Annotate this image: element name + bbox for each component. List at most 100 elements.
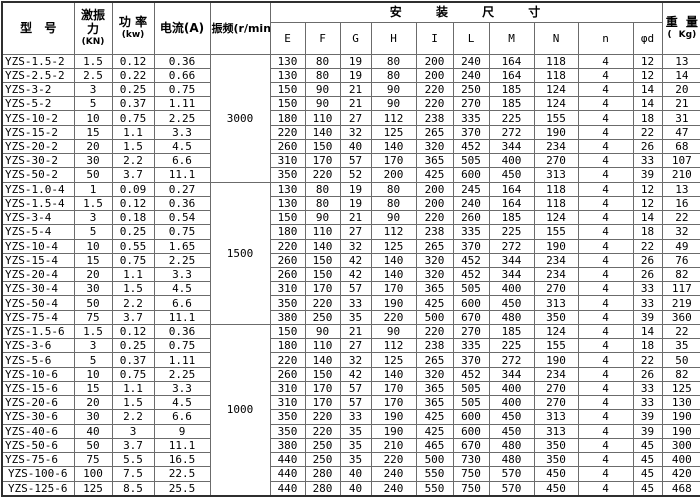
force-cell: 10 [73, 366, 113, 382]
dim-G-cell: 19 [339, 67, 372, 83]
header-dim-L: L [452, 21, 490, 55]
dim-L-cell: 750 [452, 480, 490, 497]
dim-n-cell: 4 [577, 423, 634, 439]
dim-M-cell: 225 [488, 338, 535, 354]
dim-N-cell: 124 [533, 96, 579, 112]
dim-φd-cell: 39 [632, 409, 663, 425]
dim-N-cell: 234 [533, 252, 579, 269]
dim-n-cell: 4 [577, 452, 634, 468]
dim-N-cell: 270 [533, 153, 579, 169]
dimension-subheader: E F G H I L M N n φd [2, 21, 700, 55]
header-exciting-force-line2: 力 [86, 22, 99, 37]
dim-φd-cell: 45 [632, 437, 663, 454]
weight-cell: 107 [661, 153, 700, 169]
force-cell: 3 [73, 338, 113, 354]
dim-E-cell: 440 [269, 452, 306, 468]
dim-F-cell: 220 [304, 423, 341, 439]
dim-N-cell: 313 [533, 423, 579, 439]
current-cell: 9 [153, 423, 211, 439]
dim-n-cell: 4 [577, 267, 634, 283]
current-cell: 1.11 [153, 96, 211, 112]
dim-φd-cell: 45 [632, 466, 663, 482]
weight-cell: 13 [661, 53, 700, 69]
table-row: YZS-15-2 15 1.1 3.3 220 140 32 125 265 370 272 190 4… [1, 124, 700, 140]
dim-L-cell: 245 [452, 181, 490, 197]
model-cell: YZS-20-4 [1, 267, 75, 283]
dim-E-cell: 130 [269, 53, 306, 69]
dim-n-cell: 4 [577, 480, 634, 497]
dim-F-cell: 280 [304, 480, 341, 497]
dim-L-cell: 600 [452, 409, 490, 425]
dim-N-cell: 450 [533, 466, 579, 482]
dim-H-cell: 200 [370, 167, 417, 183]
dim-H-cell: 170 [370, 153, 417, 169]
dim-L-cell: 270 [452, 96, 490, 112]
dim-G-cell: 35 [339, 452, 372, 468]
dim-L-cell: 240 [452, 195, 490, 212]
dim-G-cell: 57 [339, 395, 372, 411]
model-cell: YZS-5-6 [1, 352, 75, 368]
dim-M-cell: 480 [488, 309, 535, 325]
dim-I-cell: 220 [415, 96, 454, 112]
current-cell: 0.36 [153, 195, 211, 212]
dim-H-cell: 90 [370, 81, 417, 98]
current-cell: 0.27 [153, 181, 211, 197]
dim-L-cell: 452 [452, 138, 490, 155]
dim-H-cell: 220 [370, 452, 417, 468]
dim-G-cell: 35 [339, 309, 372, 325]
header-weight-unit: ( Kg) [667, 30, 697, 41]
dim-I-cell: 425 [415, 295, 454, 311]
dim-N-cell: 124 [533, 210, 579, 226]
force-cell: 20 [73, 138, 113, 155]
dim-n-cell: 4 [577, 96, 634, 112]
dim-φd-cell: 12 [632, 53, 663, 69]
current-cell: 4.5 [153, 395, 211, 411]
table-row: YZS-5-6 5 0.37 1.11 220 140 32 125 265 370 272 190 4… [1, 352, 700, 368]
dim-H-cell: 210 [370, 437, 417, 454]
dim-L-cell: 250 [452, 81, 490, 98]
dim-I-cell: 365 [415, 395, 454, 411]
dim-L-cell: 452 [452, 366, 490, 382]
dim-H-cell: 170 [370, 281, 417, 297]
dim-I-cell: 220 [415, 81, 454, 98]
dim-N-cell: 350 [533, 309, 579, 325]
weight-cell: 190 [661, 409, 700, 425]
dim-F-cell: 150 [304, 138, 341, 155]
dim-E-cell: 380 [269, 309, 306, 325]
dim-M-cell: 185 [488, 210, 535, 226]
dim-L-cell: 452 [452, 267, 490, 283]
force-cell: 15 [73, 380, 113, 397]
model-cell: YZS-30-4 [1, 281, 75, 297]
dim-I-cell: 465 [415, 437, 454, 454]
power-cell: 1.5 [111, 395, 155, 411]
dim-E-cell: 150 [269, 210, 306, 226]
force-cell: 1.5 [73, 53, 113, 69]
dim-I-cell: 320 [415, 138, 454, 155]
dim-G-cell: 35 [339, 437, 372, 454]
dim-I-cell: 238 [415, 224, 454, 240]
dim-N-cell: 124 [533, 81, 579, 98]
dim-N-cell: 270 [533, 281, 579, 297]
dim-L-cell: 505 [452, 281, 490, 297]
dim-L-cell: 670 [452, 309, 490, 325]
dim-E-cell: 180 [269, 110, 306, 126]
dim-n-cell: 4 [577, 466, 634, 482]
header-weight: 重 量 ( Kg) [661, 1, 700, 55]
dim-H-cell: 80 [370, 67, 417, 83]
header-power-label: 功 率 [118, 15, 148, 30]
current-cell: 6.6 [153, 409, 211, 425]
table-row: YZS-1.5-4 1.5 0.12 0.36 130 80 19 80 200 240 164 11… [1, 195, 700, 212]
dim-I-cell: 500 [415, 452, 454, 468]
dim-E-cell: 440 [269, 480, 306, 497]
dim-n-cell: 4 [577, 309, 634, 325]
weight-cell: 50 [661, 352, 700, 368]
dim-G-cell: 21 [339, 96, 372, 112]
dim-I-cell: 200 [415, 67, 454, 83]
weight-cell: 400 [661, 452, 700, 468]
header-exciting-force: 激振 力 (KN) [73, 1, 113, 55]
table-row: YZS-20-6 20 1.5 4.5 310 170 57 170 365 505 400 270 4… [1, 395, 700, 411]
dim-L-cell: 452 [452, 252, 490, 269]
dim-I-cell: 200 [415, 53, 454, 69]
force-cell: 20 [73, 395, 113, 411]
dim-N-cell: 190 [533, 352, 579, 368]
